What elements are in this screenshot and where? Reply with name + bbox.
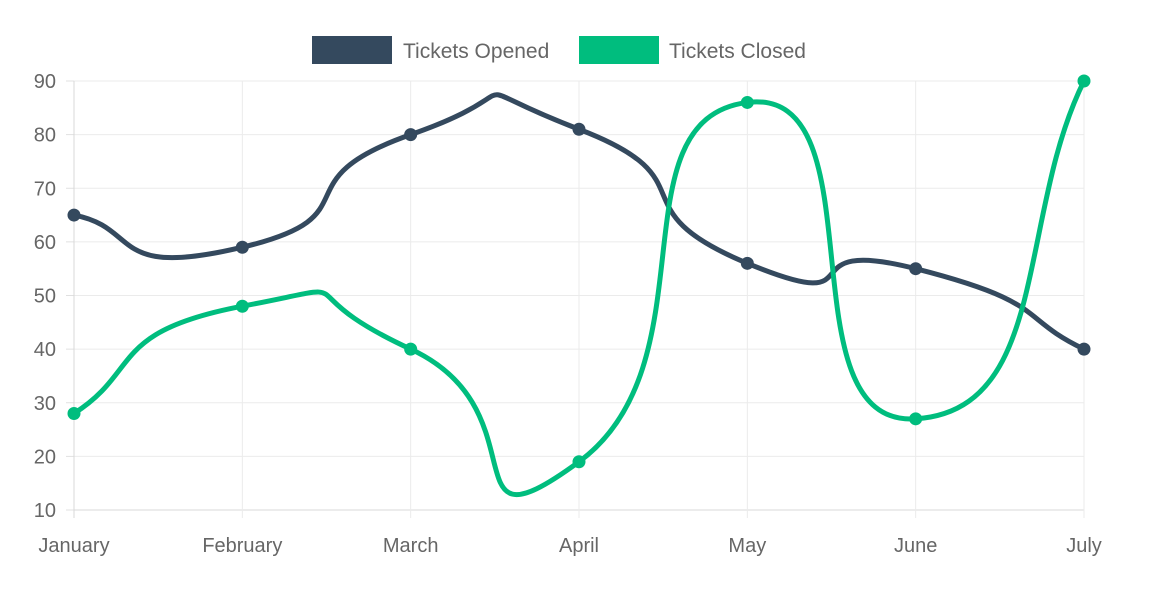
- legend-label: Tickets Closed: [669, 40, 806, 63]
- x-tick-label: April: [559, 535, 599, 557]
- data-point[interactable]: [909, 412, 923, 426]
- y-tick-label: 10: [34, 500, 56, 522]
- x-tick-label: June: [894, 535, 937, 557]
- y-tick-label: 40: [34, 339, 56, 361]
- data-point[interactable]: [404, 128, 418, 142]
- legend-swatch: [312, 36, 392, 64]
- y-tick-label: 50: [34, 286, 56, 308]
- grid: [66, 80, 1085, 518]
- y-tick-label: 20: [34, 446, 56, 468]
- data-point[interactable]: [740, 95, 754, 109]
- legend-label: Tickets Opened: [403, 40, 549, 63]
- y-tick-label: 60: [34, 232, 56, 254]
- legend-swatch: [579, 36, 659, 64]
- data-point[interactable]: [1077, 74, 1091, 88]
- legend-item[interactable]: Tickets Opened: [312, 36, 549, 64]
- data-point[interactable]: [1077, 342, 1091, 356]
- data-point[interactable]: [909, 262, 923, 276]
- x-tick-label: May: [728, 535, 766, 557]
- x-tick-label: March: [383, 535, 439, 557]
- x-tick-label: January: [38, 535, 109, 557]
- y-tick-label: 30: [34, 393, 56, 415]
- data-point[interactable]: [235, 299, 249, 313]
- legend-item[interactable]: Tickets Closed: [579, 36, 806, 64]
- data-point[interactable]: [740, 256, 754, 270]
- data-point[interactable]: [235, 240, 249, 254]
- data-point[interactable]: [572, 122, 586, 136]
- data-point[interactable]: [67, 208, 81, 222]
- data-point[interactable]: [572, 455, 586, 469]
- x-tick-label: July: [1066, 535, 1102, 557]
- y-tick-label: 90: [34, 71, 56, 93]
- axes: 10 20 30 40 50 60 70 80 90 January February March Ap…: [34, 71, 1102, 557]
- legend[interactable]: Tickets Opened Tickets Closed: [312, 36, 806, 64]
- y-tick-label: 80: [34, 125, 56, 147]
- series-0: [67, 92, 1091, 356]
- x-tick-label: February: [202, 535, 282, 557]
- y-tick-label: 70: [34, 178, 56, 200]
- data-point[interactable]: [67, 406, 81, 420]
- series-lines: [67, 74, 1091, 497]
- series-1: [67, 74, 1091, 497]
- data-point[interactable]: [404, 342, 418, 356]
